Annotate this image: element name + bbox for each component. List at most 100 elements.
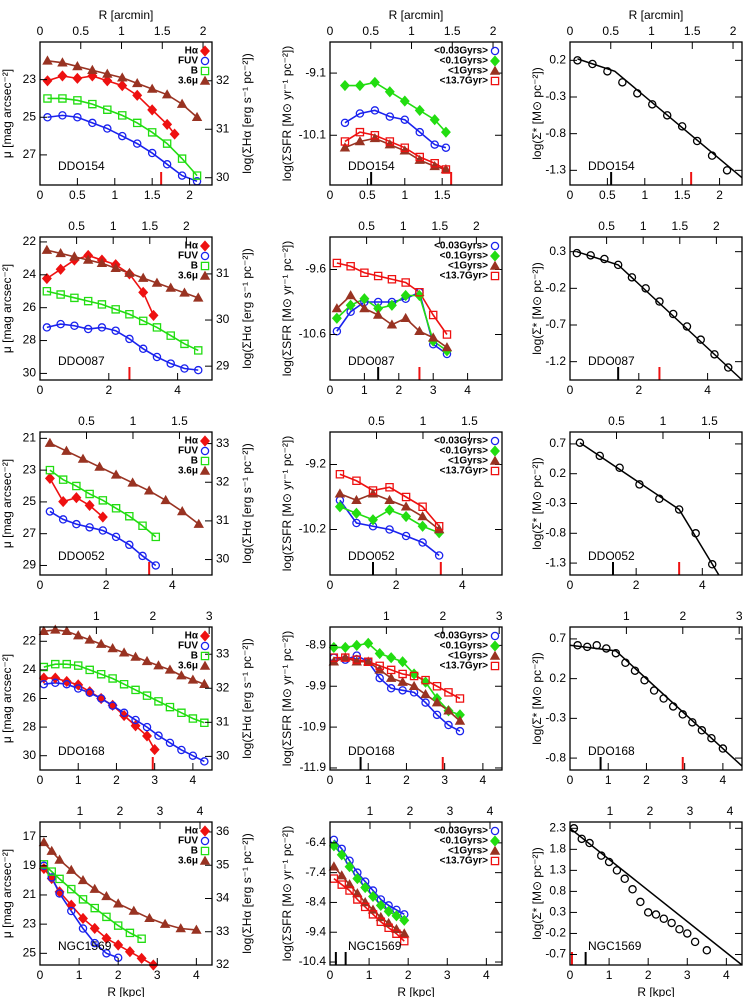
marker <box>354 136 366 146</box>
marker <box>131 77 143 88</box>
marker <box>57 57 68 67</box>
x2-tick-label: 0 <box>567 24 574 38</box>
marker <box>125 511 134 521</box>
marker <box>137 272 149 282</box>
marker <box>375 899 386 911</box>
x2-tick-label: 0 <box>327 24 334 38</box>
x2-tick-label: 2 <box>200 24 207 38</box>
marker <box>415 288 424 297</box>
legend-label: <0.03Gyrs> <box>434 241 488 252</box>
marker <box>199 678 210 688</box>
y-tick-label: 24 <box>23 267 37 281</box>
x2-tick-label: 3 <box>447 804 454 818</box>
x2-tick-label: 2 <box>149 609 156 623</box>
y-axis-label: log(ΣSFR [M⊙ yr⁻¹ pc⁻²]) <box>280 631 294 766</box>
fit-line <box>579 442 720 576</box>
marker <box>42 55 53 65</box>
plot-frame <box>329 431 503 576</box>
panel <box>576 250 743 381</box>
y2-tick-label: 30 <box>216 312 230 326</box>
marker <box>87 64 98 74</box>
marker <box>61 625 72 636</box>
marker <box>38 672 49 684</box>
marker <box>44 472 55 484</box>
marker <box>193 518 204 528</box>
x2-tick-label: 2 <box>647 804 654 818</box>
legend-marker <box>200 45 210 57</box>
marker <box>621 658 630 668</box>
x2-tick-label: 1 <box>93 609 100 623</box>
x2-tick-label: 4 <box>727 804 734 818</box>
marker <box>352 518 361 528</box>
marker <box>454 715 466 725</box>
y2-axis-label: log(ΣHα [erg s⁻¹ pc⁻²]) <box>240 443 254 563</box>
marker <box>51 659 60 669</box>
marker <box>90 938 99 948</box>
marker <box>420 689 431 699</box>
y2-tick-label: 31 <box>216 266 230 280</box>
legend-label: <0.03Gyrs> <box>434 436 488 447</box>
marker <box>595 451 605 461</box>
x-tick-label: 1 <box>361 383 368 397</box>
x-tick-label: 2 <box>403 773 410 787</box>
fit-line <box>569 827 743 966</box>
marker <box>177 745 186 755</box>
marker <box>384 139 396 149</box>
plot-frame <box>569 821 743 966</box>
marker <box>400 143 410 152</box>
marker <box>441 143 451 152</box>
x-tick-label: 3 <box>444 968 451 982</box>
x-tick-label: 1 <box>641 188 648 202</box>
marker <box>138 521 147 530</box>
y2-tick-label: 33 <box>216 436 230 450</box>
y-tick-label: -9.6 <box>305 262 326 276</box>
marker <box>363 657 373 666</box>
legend-marker <box>490 445 500 457</box>
legend-label: <0.1Gyrs> <box>440 446 489 457</box>
plot-frame <box>39 41 213 186</box>
y2-tick-label: 30 <box>216 749 230 763</box>
x-tick-label: 2 <box>405 968 412 982</box>
marker <box>612 866 622 875</box>
panel-label: DDO087 <box>348 354 395 368</box>
y2-tick-label: 29 <box>216 358 230 372</box>
marker <box>397 676 408 686</box>
legend-marker <box>490 856 500 866</box>
marker <box>113 921 123 930</box>
plot-frame <box>39 236 213 381</box>
marker <box>41 244 53 254</box>
marker <box>98 496 108 505</box>
marker <box>131 715 140 725</box>
y2-tick-label: 32 <box>216 957 230 971</box>
y-tick-label: 27 <box>23 526 37 540</box>
marker <box>119 709 130 722</box>
x2-tick-label: 1 <box>400 219 407 233</box>
marker <box>386 684 396 693</box>
x-tick-label: 3 <box>441 773 448 787</box>
y2-tick-label: 32 <box>216 474 230 488</box>
marker <box>110 469 122 479</box>
marker <box>387 275 397 284</box>
x2-tick-label: 0.5 <box>598 219 615 233</box>
y2-tick-label: 31 <box>216 513 230 527</box>
y2-axis-label: log(ΣHα [erg s⁻¹ pc⁻²]) <box>240 53 254 173</box>
legend-marker <box>200 456 210 466</box>
y-tick-label: -0.7 <box>545 947 566 961</box>
legend-label: B <box>191 456 198 467</box>
legend-label: 3.6μ <box>178 856 198 867</box>
x2-tick-label: 1 <box>110 219 117 233</box>
marker <box>375 673 384 683</box>
x2-tick-label: 1.5 <box>444 24 461 38</box>
y-tick-label: 25 <box>23 945 37 959</box>
marker <box>83 324 93 334</box>
legend-label: B <box>191 846 198 857</box>
y-axis-label: log(Σ* [M⊙ pc⁻²]) <box>530 457 544 549</box>
marker <box>147 128 157 137</box>
marker <box>351 639 362 651</box>
marker <box>162 139 172 148</box>
marker <box>345 299 356 311</box>
x-tick-label: 0 <box>327 968 334 982</box>
y2-tick-label: 33 <box>216 924 230 938</box>
plot-frame <box>329 626 503 771</box>
y-tick-label: -1.2 <box>545 354 566 368</box>
